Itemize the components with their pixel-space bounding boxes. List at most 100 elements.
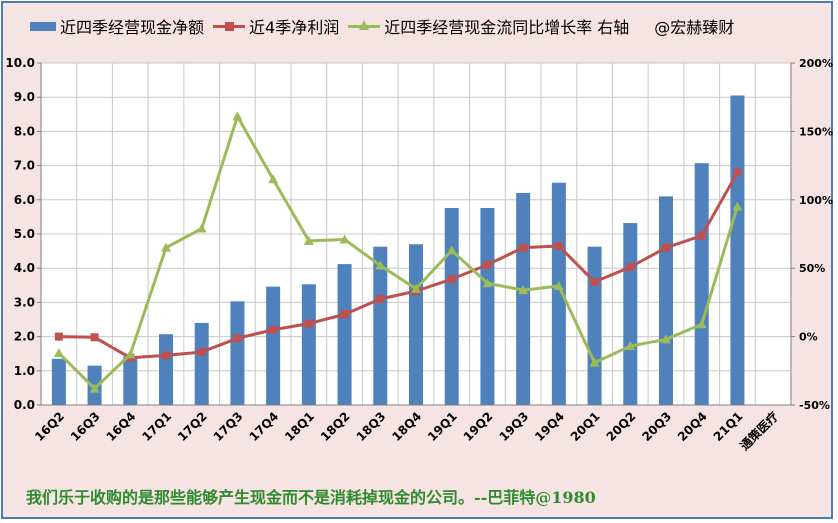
y-left-tick-label: 3.0 — [14, 295, 35, 309]
y-right-tick-label: 200% — [799, 57, 833, 70]
growth-rate-point — [303, 235, 314, 245]
x-tick-label: 17Q2 — [175, 409, 210, 444]
bar-cash-flow — [730, 95, 745, 406]
x-tick-label: 19Q3 — [496, 409, 531, 444]
net-profit-point — [697, 231, 706, 240]
bar-cash-flow — [694, 163, 709, 405]
legend-bar-swatch — [30, 21, 56, 31]
legend-label-net-profit: 近4季净利润 — [249, 18, 340, 37]
bar-cash-flow — [301, 284, 316, 405]
bar-cash-flow — [444, 208, 459, 405]
net-profit-point — [483, 260, 492, 269]
growth-rate-point — [161, 242, 171, 252]
bar-cash-flow — [230, 301, 245, 405]
growth-rate-point — [446, 245, 457, 255]
x-tick-label: 18Q1 — [282, 409, 317, 444]
x-tick-label: 通策医疗 — [737, 409, 782, 454]
bar-cash-flow — [516, 192, 531, 405]
x-tick-label: 18Q3 — [354, 409, 389, 444]
growth-rate-point — [232, 111, 243, 121]
legend-line-swatch-red — [213, 19, 246, 33]
net-profit-point — [733, 168, 742, 177]
net-profit-point — [304, 319, 313, 328]
growth-rate-line — [57, 114, 739, 391]
growth-rate-point — [732, 201, 743, 211]
x-tick-label: 20Q4 — [675, 409, 710, 444]
legend-line-swatch-green — [348, 19, 381, 33]
x-tick-label: 21Q1 — [711, 409, 746, 444]
watermark-text: @宏赫臻财 — [654, 18, 735, 37]
x-tick-label: 17Q1 — [139, 409, 174, 444]
y-left-tick-label: 10.0 — [5, 56, 35, 70]
growth-rate-point — [589, 357, 600, 367]
growth-rate-point — [268, 174, 279, 184]
y-left-tick-label: 7.0 — [14, 159, 35, 173]
y-left-tick-label: 1.0 — [14, 364, 35, 378]
growth-rate-point — [196, 223, 207, 233]
x-tick-label: 17Q3 — [211, 409, 246, 444]
y-left-tick-label: 9.0 — [14, 90, 35, 104]
growth-rate-point — [375, 260, 386, 270]
growth-rate-point — [518, 285, 529, 295]
y-left-tick-label: 5.0 — [14, 227, 35, 241]
y-right-tick-label: 150% — [799, 125, 833, 138]
growth-rate-point — [661, 334, 671, 344]
net-profit-point — [90, 333, 99, 342]
x-tick-label: 18Q4 — [389, 409, 424, 444]
growth-rate-point — [625, 341, 636, 351]
net-profit-point — [233, 334, 242, 343]
bar-cash-flow — [480, 208, 495, 405]
bar-cash-flow — [551, 182, 566, 405]
growth-rate-point — [53, 348, 64, 358]
bar-cash-flow — [587, 246, 602, 405]
bar-cash-flow — [409, 244, 423, 405]
legend-item-net-profit: 近4季净利润 — [213, 14, 339, 38]
chart-legend: 近四季经营现金净额 近4季净利润 近四季经营现金流同比增长率 右轴 @宏赫臻财 — [30, 11, 734, 41]
x-tick-label: 20Q2 — [604, 409, 639, 444]
bar-cash-flow — [194, 322, 209, 405]
growth-rate-point — [482, 278, 493, 288]
bar-cash-flow — [373, 246, 388, 405]
bar-cash-flow — [623, 223, 638, 405]
bar-cash-flow — [123, 356, 138, 405]
y-left-tick-label: 6.0 — [14, 193, 35, 207]
x-tick-label: 19Q4 — [532, 409, 567, 444]
bar-cash-flow — [51, 358, 66, 405]
x-tick-label: 16Q2 — [32, 409, 67, 444]
x-tick-label: 16Q4 — [104, 409, 139, 444]
growth-rate-point — [339, 234, 350, 244]
net-profit-point — [662, 243, 670, 252]
net-profit-point — [162, 351, 170, 360]
legend-item-growth: 近四季经营现金流同比增长率 右轴 — [348, 14, 629, 38]
bar-cash-flow — [337, 264, 352, 405]
growth-rate-point — [125, 349, 136, 359]
y-left-tick-label: 4.0 — [14, 261, 35, 275]
net-profit-point — [197, 347, 206, 356]
net-profit-point — [376, 294, 385, 303]
y-right-tick-label: 50% — [799, 262, 825, 275]
y-right-tick-label: 0% — [799, 331, 818, 344]
x-tick-label: 19Q2 — [461, 409, 496, 444]
net-profit-point — [519, 243, 528, 252]
net-profit-point — [269, 325, 278, 334]
bar-cash-flow — [159, 334, 173, 405]
net-profit-line — [58, 171, 739, 360]
x-tick-label: 16Q3 — [68, 409, 103, 444]
legend-item-cash-flow: 近四季经营现金净额 — [30, 14, 204, 38]
x-tick-label: 19Q1 — [425, 409, 460, 444]
buffett-quote: 我们乐于收购的是那些能够产生现金而不是消耗掉现金的公司。--巴菲特@1980 — [26, 488, 596, 507]
net-profit-point — [626, 263, 635, 272]
bar-cash-flow — [266, 286, 281, 405]
x-tick-label: 20Q3 — [639, 409, 674, 444]
growth-rate-point — [696, 319, 707, 329]
y-right-tick-label: -50% — [799, 399, 830, 412]
legend-label-growth: 近四季经营现金流同比增长率 右轴 — [384, 18, 630, 37]
growth-rate-point — [411, 283, 421, 293]
growth-rate-point — [553, 280, 564, 290]
net-profit-point — [590, 277, 599, 286]
x-tick-label: 20Q1 — [568, 409, 603, 444]
growth-rate-point — [89, 383, 100, 393]
net-profit-point — [340, 310, 349, 319]
y-left-tick-label: 2.0 — [14, 330, 35, 344]
